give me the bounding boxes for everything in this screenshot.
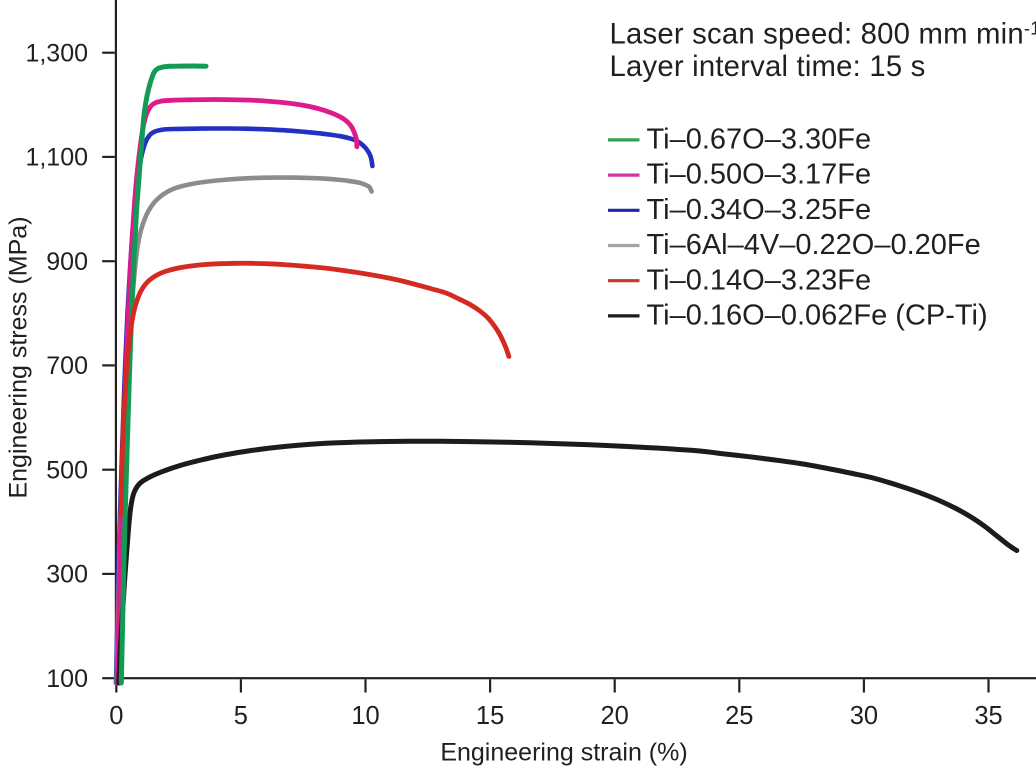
svg-text:Ti–0.14O–3.23Fe: Ti–0.14O–3.23Fe (647, 264, 872, 296)
svg-text:35: 35 (974, 702, 1002, 730)
svg-text:Ti–6Al–4V–0.22O–0.20Fe: Ti–6Al–4V–0.22O–0.20Fe (647, 229, 981, 261)
svg-text:100: 100 (46, 665, 88, 693)
svg-text:15: 15 (476, 702, 504, 730)
svg-text:Engineering strain (%): Engineering strain (%) (440, 738, 687, 766)
svg-text:700: 700 (46, 352, 88, 380)
svg-text:Laser scan speed: 800 mm min-1: Laser scan speed: 800 mm min-1 (610, 18, 1036, 51)
svg-text:20: 20 (601, 702, 629, 730)
svg-text:10: 10 (351, 702, 379, 730)
svg-text:30: 30 (850, 702, 878, 730)
svg-text:Ti–0.16O–0.062Fe (CP-Ti): Ti–0.16O–0.062Fe (CP-Ti) (647, 300, 988, 332)
svg-text:Ti–0.50O–3.17Fe: Ti–0.50O–3.17Fe (647, 159, 872, 191)
svg-text:500: 500 (46, 456, 88, 484)
svg-text:Layer interval time: 15 s: Layer interval time: 15 s (610, 50, 926, 83)
svg-text:Ti–0.34O–3.25Fe: Ti–0.34O–3.25Fe (647, 194, 872, 226)
svg-text:1,300: 1,300 (25, 39, 88, 67)
svg-text:5: 5 (234, 702, 248, 730)
svg-text:Engineering stress (MPa): Engineering stress (MPa) (5, 216, 33, 498)
svg-text:1,100: 1,100 (25, 144, 88, 172)
svg-text:300: 300 (46, 561, 88, 589)
svg-text:900: 900 (46, 248, 88, 276)
svg-text:0: 0 (109, 702, 123, 730)
svg-text:Ti–0.67O–3.30Fe: Ti–0.67O–3.30Fe (647, 124, 872, 156)
svg-text:25: 25 (725, 702, 753, 730)
